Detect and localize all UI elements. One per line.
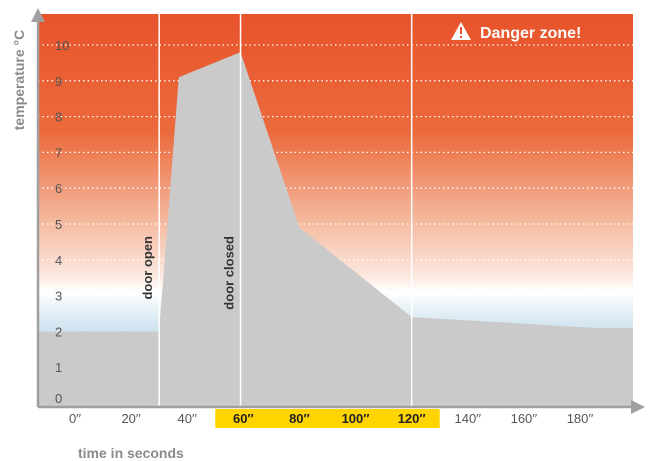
y-tick-label: 0 [55,391,62,406]
y-tick-label: 1 [55,360,62,375]
event-label: door closed [222,236,237,310]
event-lines: door open door closed [140,14,413,407]
x-tick-labels: 0′′ 20′′ 40′′ 60′′ 80′′ 100′′ 120′′ 140′′ 160′′ 1… [69,409,594,428]
x-tick-label: 180′′ [567,411,594,426]
x-axis-title: time in seconds [78,445,184,461]
x-tick-label: 140′′ [454,411,481,426]
y-tick-label: 3 [55,289,62,304]
axes [31,8,645,414]
y-axis-title: temperature °C [11,30,27,131]
danger-zone-label: Danger zone! [480,25,581,42]
y-tick-label: 6 [55,181,62,196]
y-tick-label: 2 [55,324,62,339]
x-tick-label: 100′′ [342,411,370,426]
event-label: door open [140,236,155,300]
x-axis-arrow [631,400,645,414]
y-tick-label: 9 [55,74,62,89]
y-tick-label: 7 [55,145,62,160]
warning-icon [451,22,471,40]
x-tick-label: 160′′ [511,411,538,426]
y-tick-labels: 0 1 2 3 4 5 6 7 8 9 10 [55,38,69,406]
x-tick-label: 20′′ [121,411,141,426]
x-tick-label: 80′′ [289,411,310,426]
y-tick-label: 10 [55,38,69,53]
y-tick-label: 5 [55,217,62,232]
x-tick-label: 120′′ [398,411,426,426]
y-tick-label: 8 [55,110,62,125]
y-axis-arrow [31,8,45,22]
x-tick-label: 40′′ [178,411,198,426]
y-tick-label: 4 [55,253,62,268]
highlight-band [215,409,440,428]
temperature-area [38,52,633,407]
x-tick-label: 0′′ [69,411,82,426]
danger-zone-annotation: Danger zone! [451,22,581,42]
x-tick-label: 60′′ [233,411,254,426]
